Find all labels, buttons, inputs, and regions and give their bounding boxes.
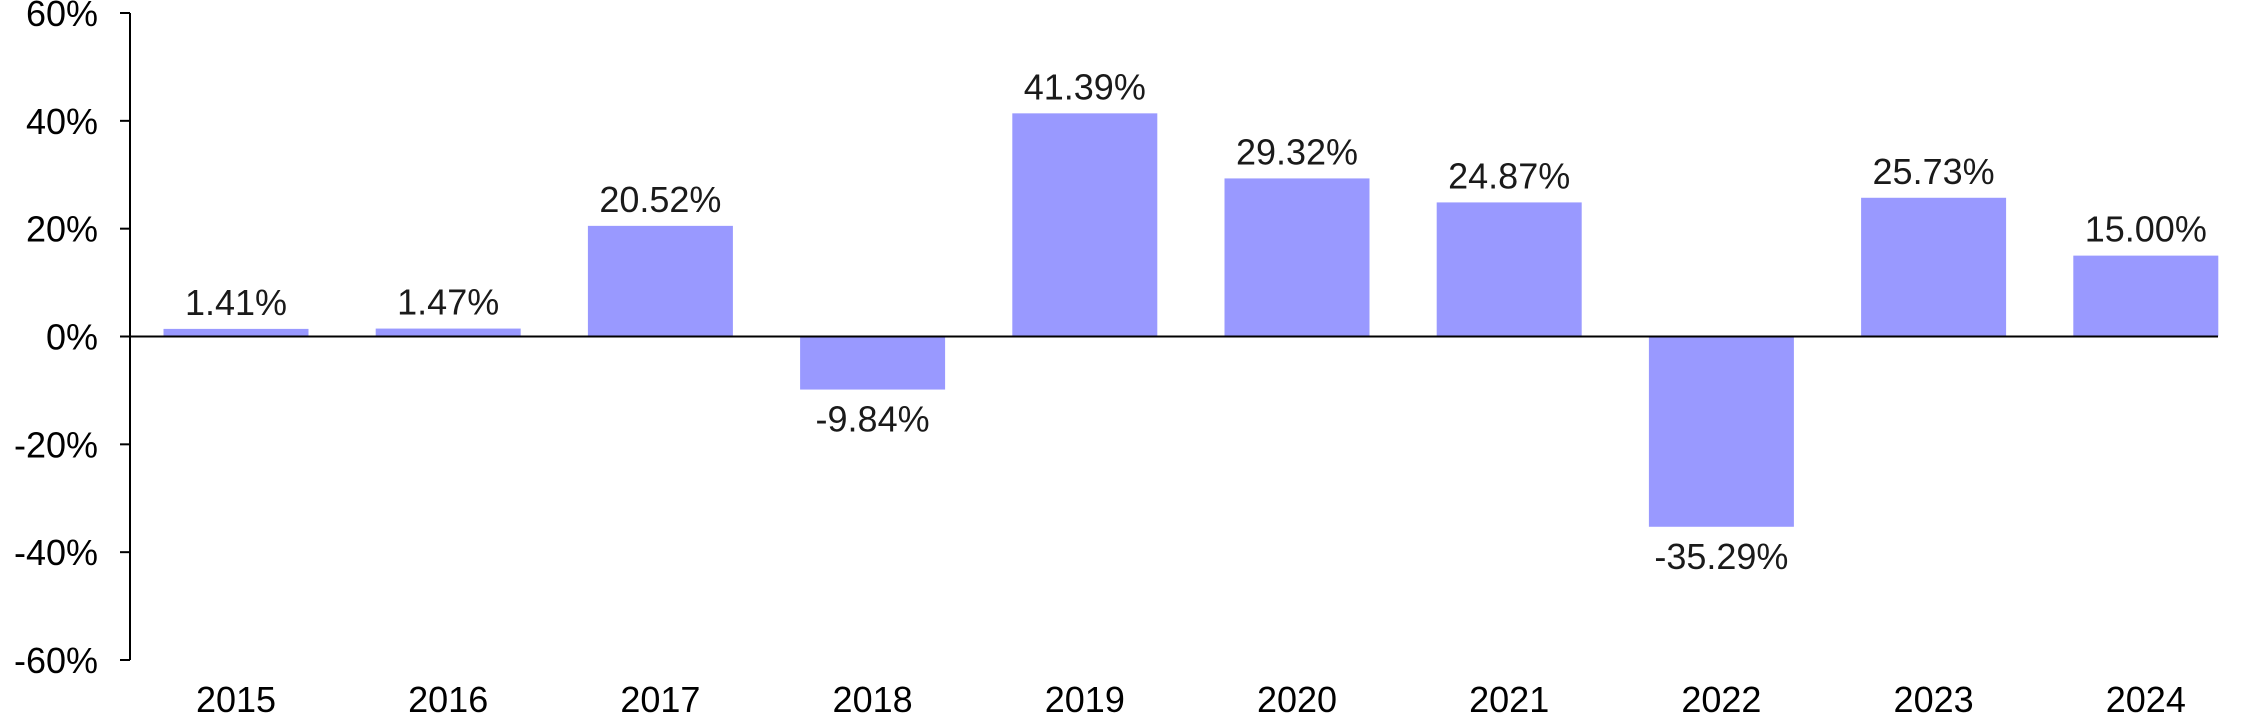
x-tick-label: 2020 [1257,679,1337,720]
bar [1012,113,1158,337]
y-tick-label: 40% [26,101,98,142]
y-tick-label: -20% [14,424,98,465]
bars [163,113,2219,527]
x-axis: 2015 2016 2017 2018 2019 2020 2021 2022 2023 2024 [196,679,2186,720]
y-tick-label: -60% [14,640,98,681]
bar [1861,197,2007,337]
y-axis: 60% 40% 20% 0% -20% -40% -60% [14,0,131,681]
data-label: 1.41% [185,282,287,323]
data-label: 29.32% [1236,131,1358,172]
data-label: 25.73% [1873,151,1995,192]
data-label: -9.84% [816,399,930,440]
x-tick-label: 2016 [408,679,488,720]
y-tick-label: 20% [26,209,98,250]
x-tick-label: 2015 [196,679,276,720]
bar [1224,178,1370,337]
x-tick-label: 2019 [1045,679,1125,720]
y-tick-label: 60% [26,0,98,34]
x-tick-label: 2018 [833,679,913,720]
bar [800,336,946,390]
bar [587,225,733,337]
bar [375,328,521,337]
y-tick-label: 0% [46,317,98,358]
data-labels: 1.41% 1.47% 20.52% -9.84% 41.39% 29.32% 24.87%… [185,66,2207,576]
data-label: 1.47% [397,282,499,323]
x-tick-label: 2022 [1681,679,1761,720]
data-label: 20.52% [599,179,721,220]
x-tick-label: 2021 [1469,679,1549,720]
bar [2073,255,2219,337]
bar [1648,336,1794,527]
bar [163,328,309,337]
y-tick-label: -40% [14,532,98,573]
x-tick-label: 2023 [1894,679,1974,720]
bar [1436,202,1582,337]
data-label: 24.87% [1448,155,1570,196]
data-label: -35.29% [1654,536,1788,577]
data-label: 15.00% [2085,209,2207,250]
x-tick-label: 2024 [2106,679,2186,720]
data-label: 41.39% [1024,66,1146,107]
x-tick-label: 2017 [620,679,700,720]
